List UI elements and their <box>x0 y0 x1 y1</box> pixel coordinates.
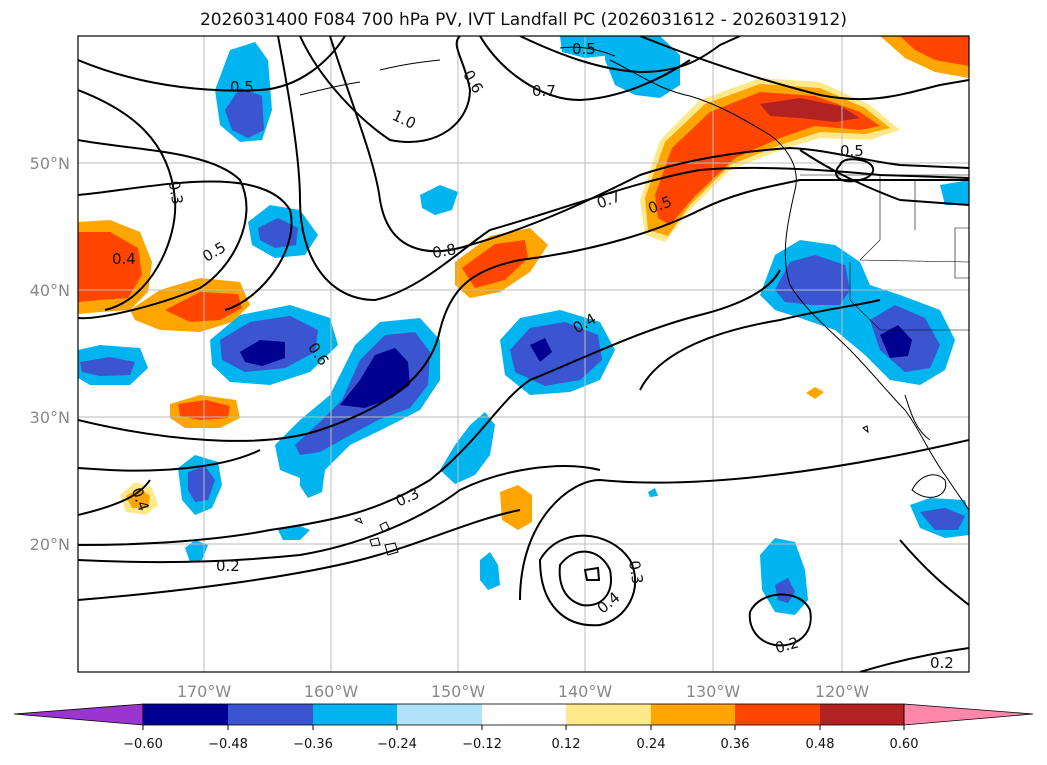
positive-anomaly-fills <box>78 36 969 530</box>
contour-label: 0.3 <box>625 559 647 586</box>
colorbar-label: 0.36 <box>721 737 750 752</box>
colorbar-segment <box>228 704 313 725</box>
lat-label: 30°N <box>30 408 70 427</box>
colorbar-segment <box>482 704 566 725</box>
colorbar-label: −0.12 <box>462 737 502 752</box>
latitude-labels: 50°N 40°N 30°N 20°N <box>30 154 70 554</box>
lon-label: 150°W <box>431 682 486 701</box>
lon-label: 130°W <box>686 682 741 701</box>
colorbar-segment <box>313 704 397 725</box>
colorbar-segment <box>143 704 228 725</box>
contour-label: 0.2 <box>930 654 954 672</box>
map-title: 2026031400 F084 700 hPa PV, IVT Landfall… <box>199 10 847 30</box>
lon-label: 170°W <box>177 682 232 701</box>
colorbar: −0.60 −0.48 −0.36 −0.24 −0.12 0.12 0.24 … <box>13 703 1034 752</box>
pv-contours <box>78 36 969 672</box>
colorbar-extend-high <box>903 703 1034 726</box>
graticule <box>78 36 969 672</box>
borders <box>800 174 969 331</box>
colorbar-label: −0.48 <box>208 737 248 752</box>
contour-label: 0.5 <box>230 78 254 96</box>
lat-label: 20°N <box>30 535 70 554</box>
contour-label: 0.2 <box>773 633 801 657</box>
colorbar-segment <box>397 704 482 725</box>
contour-label: 0.5 <box>572 40 596 58</box>
colorbar-segment <box>735 704 820 725</box>
colorbar-label: −0.36 <box>293 737 333 752</box>
colorbar-extend-low <box>13 703 144 726</box>
colorbar-segment <box>651 704 735 725</box>
colorbar-label: 0.48 <box>806 737 835 752</box>
map-border <box>77 35 970 673</box>
lat-label: 50°N <box>30 154 70 173</box>
lon-label: 120°W <box>815 682 870 701</box>
contour-label: 0.5 <box>840 142 864 160</box>
contour-label: 0.4 <box>112 250 136 268</box>
contour-label: 0.3 <box>165 179 187 206</box>
lon-label: 140°W <box>558 682 613 701</box>
contour-label: 0.8 <box>431 240 458 262</box>
coastlines <box>299 46 969 556</box>
colorbar-label: −0.24 <box>377 737 417 752</box>
colorbar-segment <box>566 704 651 725</box>
colorbar-label: 0.12 <box>552 737 581 752</box>
colorbar-label: −0.60 <box>123 737 163 752</box>
longitude-labels: 170°W 160°W 150°W 140°W 130°W 120°W <box>177 682 870 701</box>
contour-label: 0.7 <box>532 82 556 100</box>
contour-label: 0.2 <box>216 557 240 575</box>
colorbar-segment <box>820 704 904 725</box>
lon-label: 160°W <box>304 682 359 701</box>
colorbar-label: 0.60 <box>890 737 919 752</box>
colorbar-label: 0.24 <box>637 737 666 752</box>
negative-anomaly-fills <box>78 36 969 615</box>
lat-label: 40°N <box>30 281 70 300</box>
